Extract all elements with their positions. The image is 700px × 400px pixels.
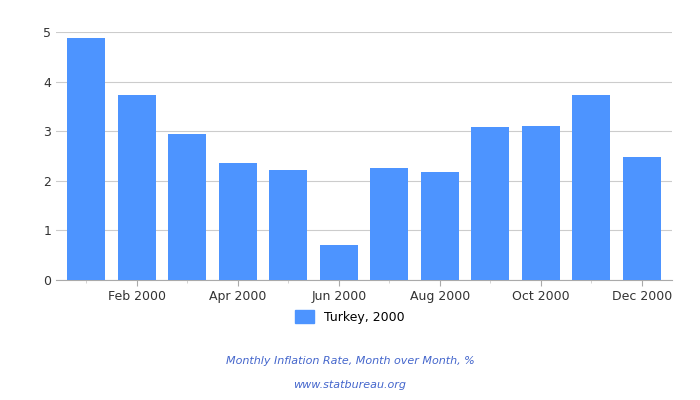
Bar — [471, 127, 509, 280]
Text: Monthly Inflation Rate, Month over Month, %: Monthly Inflation Rate, Month over Month… — [225, 356, 475, 366]
Bar — [219, 164, 257, 280]
Bar — [168, 134, 206, 280]
Text: www.statbureau.org: www.statbureau.org — [293, 380, 407, 390]
Bar — [320, 245, 358, 280]
Bar — [623, 157, 661, 280]
Bar — [270, 170, 307, 280]
Bar — [370, 168, 408, 280]
Bar — [67, 38, 105, 280]
Bar — [118, 96, 155, 280]
Bar — [522, 126, 560, 280]
Bar — [573, 96, 610, 280]
Bar — [421, 172, 458, 280]
Legend: Turkey, 2000: Turkey, 2000 — [295, 310, 405, 324]
